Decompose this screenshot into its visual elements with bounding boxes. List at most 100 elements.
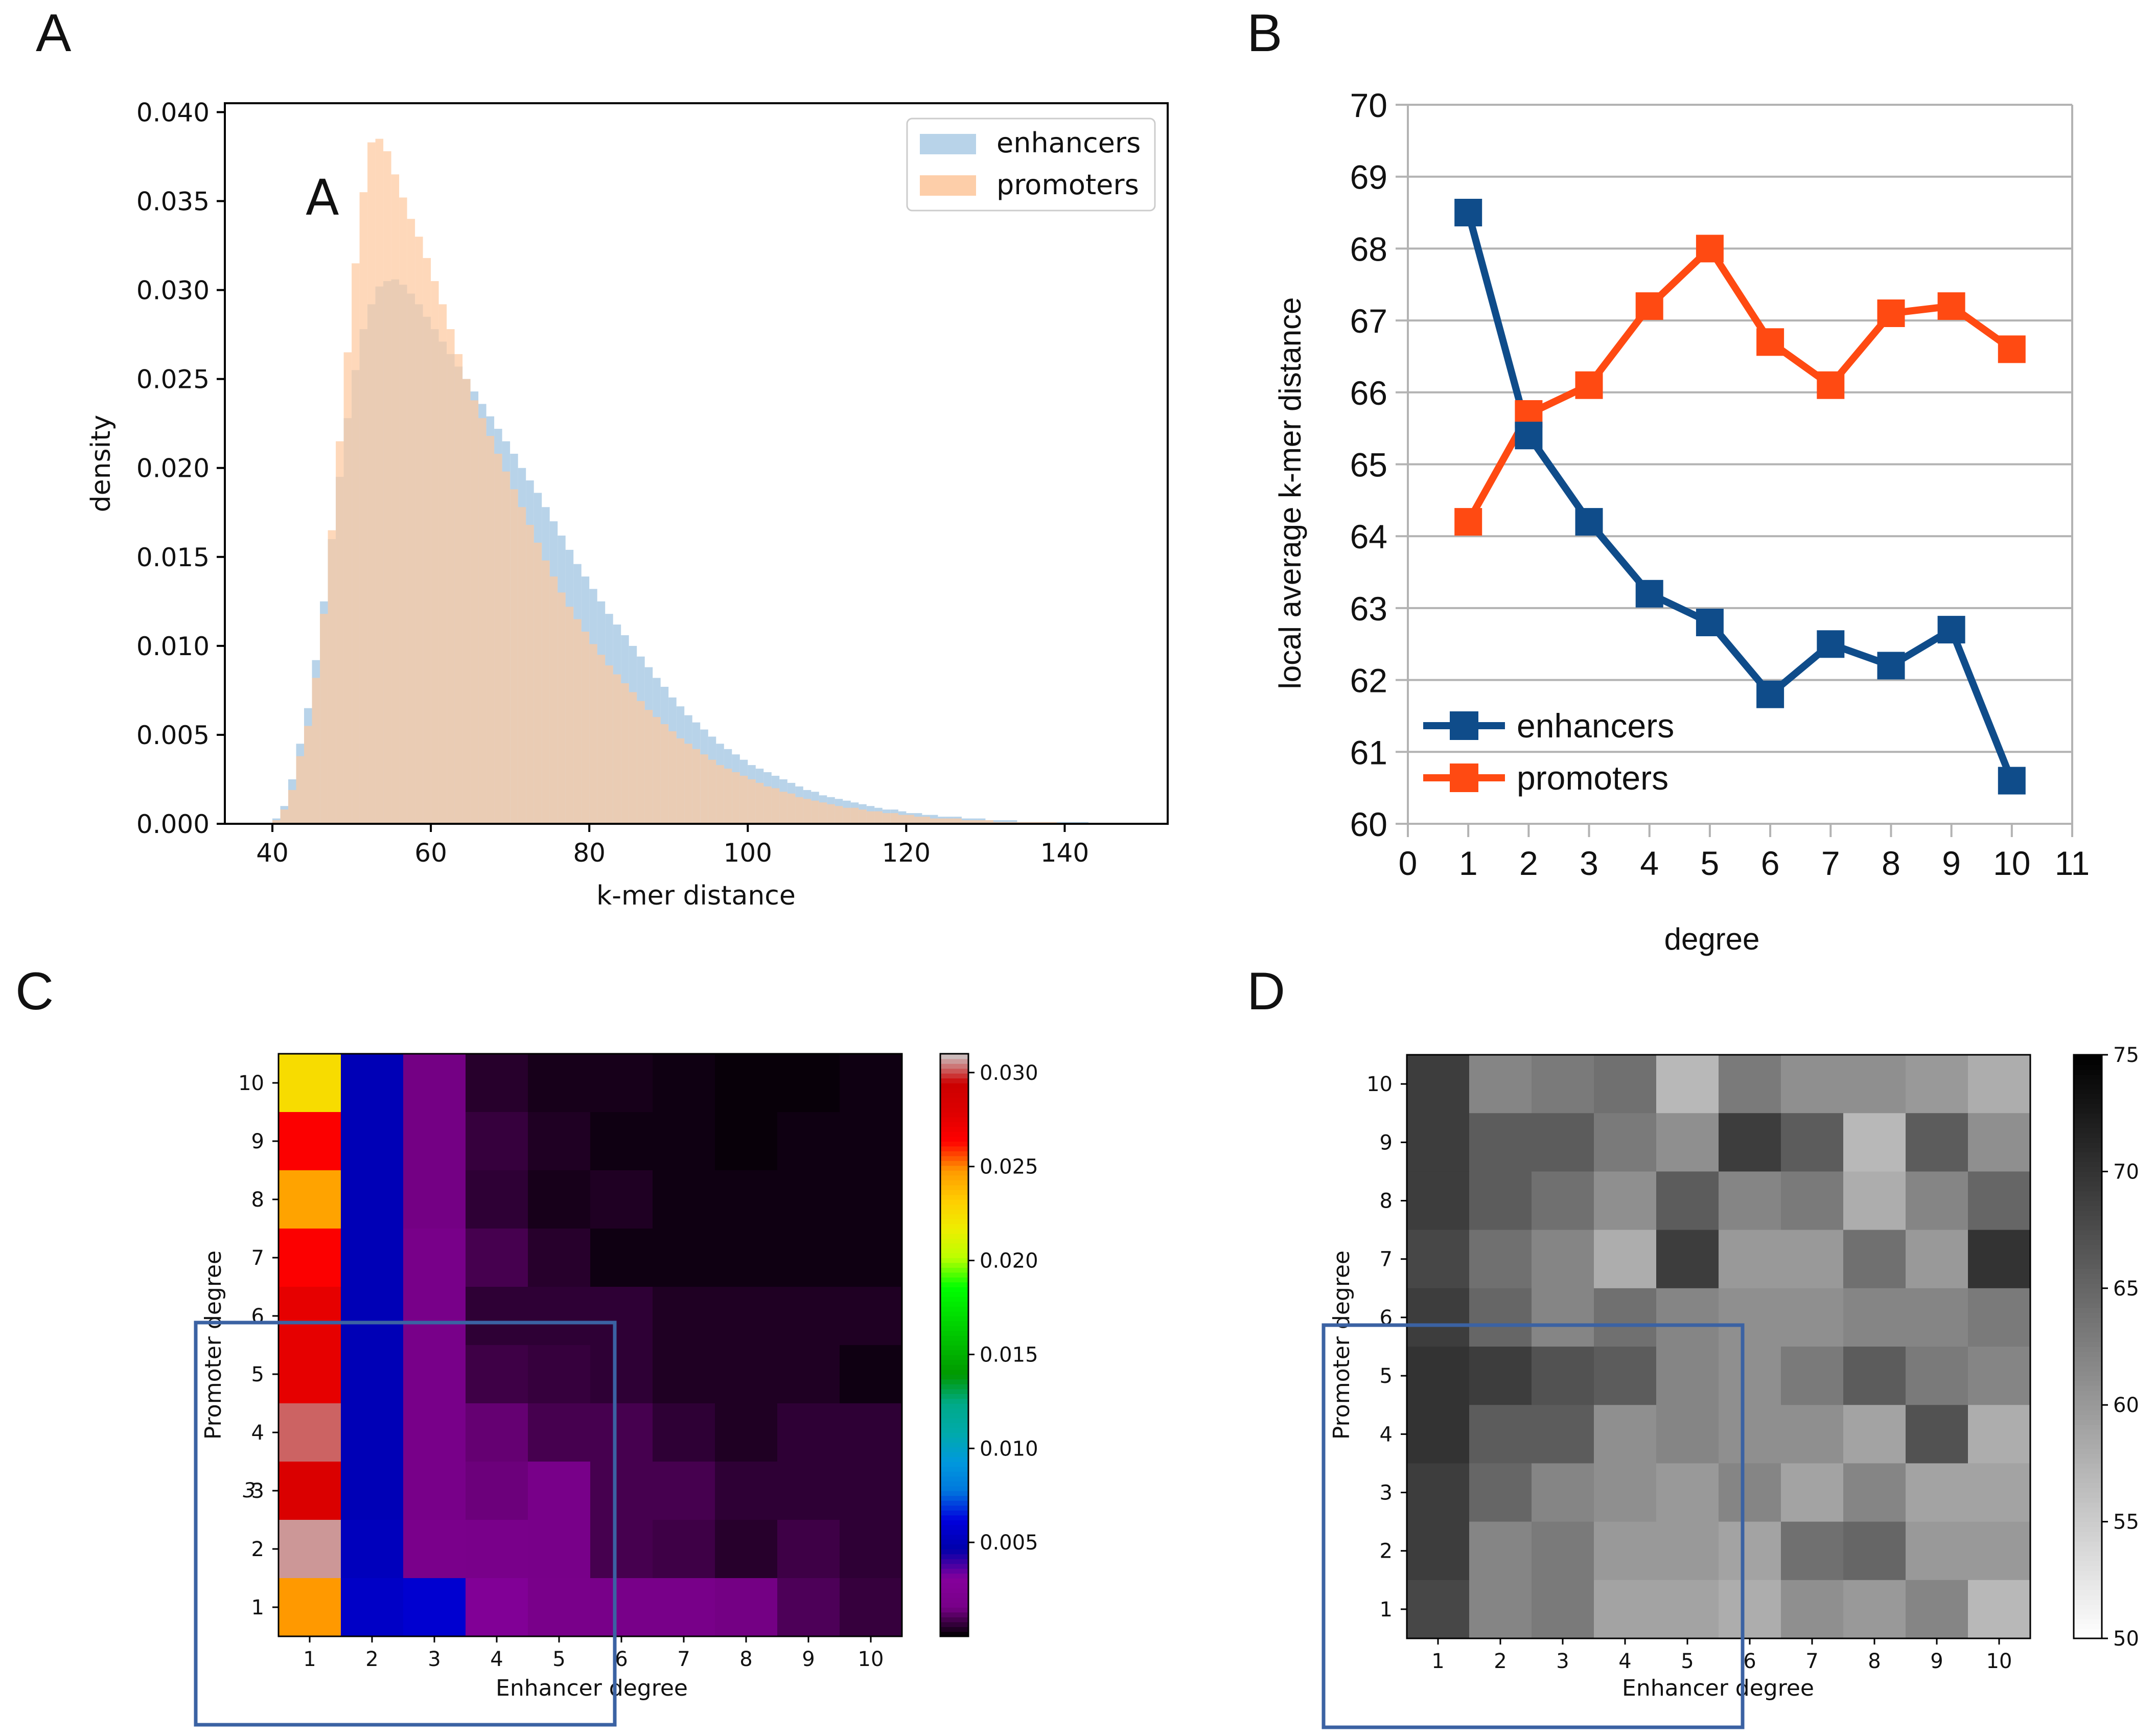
x-tick-label: 100	[724, 838, 772, 868]
colorbar-segment	[2074, 1614, 2102, 1619]
colorbar-segment	[2074, 1278, 2102, 1284]
heatmap-cell	[1532, 1288, 1594, 1347]
heatmap-cell	[341, 1520, 404, 1579]
colorbar-segment	[940, 1437, 968, 1443]
hist-bar-promoters	[391, 174, 400, 824]
colorbar-segment	[940, 1097, 968, 1103]
heatmap-cell	[653, 1578, 715, 1637]
colorbar-segment	[940, 1316, 968, 1322]
heatmap-cell	[341, 1287, 404, 1346]
heatmap-frame	[277, 1053, 903, 1637]
colorbar-segment	[940, 1165, 968, 1171]
heatmap-cell	[341, 1170, 404, 1229]
heatmap-cell	[403, 1403, 466, 1462]
colorbar-segment	[940, 1447, 968, 1452]
colorbar-segment	[2074, 1415, 2102, 1420]
marker-enhancers	[1515, 422, 1543, 450]
legend-swatch-enhancers	[920, 134, 976, 154]
heatmap-cell	[1843, 1580, 1906, 1639]
colorbar-segment	[940, 1384, 968, 1390]
hist-bar-promoters	[708, 759, 716, 824]
hist-bar-promoters	[882, 813, 891, 824]
colorbar-segment	[2074, 1556, 2102, 1561]
colorbar-segment	[940, 1602, 968, 1608]
y-tick-label: 0.035	[136, 187, 210, 216]
heatmap-cell	[840, 1112, 902, 1171]
colorbar-segment	[2074, 1609, 2102, 1615]
heatmap-cell	[1843, 1230, 1906, 1289]
colorbar-segment	[940, 1204, 968, 1210]
heatmap-cell	[1656, 1055, 1719, 1114]
heatmap-cell	[1843, 1521, 1906, 1581]
x-tick-label: 140	[1040, 838, 1089, 868]
hist-bar-promoters	[716, 765, 724, 824]
colorbar-segment	[940, 1476, 968, 1482]
hist-bar-promoters	[343, 352, 352, 824]
colorbar-segment	[2074, 1191, 2102, 1196]
colorbar-frame	[2073, 1054, 2103, 1639]
colorbar-segment	[940, 1326, 968, 1331]
x-tick-label: 10	[1993, 844, 2030, 882]
heatmap-cell	[1469, 1055, 1532, 1114]
y-tick-label: 0.000	[136, 809, 210, 839]
colorbar-segment	[940, 1612, 968, 1617]
hist-bar-promoters	[502, 471, 511, 824]
hist-bar-promoters	[272, 820, 281, 824]
colorbar-segment	[940, 1408, 968, 1414]
marker-enhancers	[1937, 616, 1965, 644]
marker-promoters	[1756, 328, 1784, 356]
colorbar-segment	[2074, 1560, 2102, 1566]
colorbar-segment	[2074, 1531, 2102, 1537]
x-tick-label: 7	[1805, 1650, 1818, 1673]
colorbar-segment	[2074, 1589, 2102, 1595]
x-tick-label: 0	[1399, 844, 1418, 882]
heatmap-cell	[1781, 1055, 1844, 1114]
colorbar-segment	[2074, 1439, 2102, 1445]
colorbar-segment	[2074, 1380, 2102, 1386]
heatmap-cell	[341, 1462, 404, 1520]
heatmap-cell	[1968, 1405, 2031, 1464]
hist-bar-promoters	[890, 813, 898, 824]
heatmap-cell	[1656, 1288, 1719, 1347]
y-tick-label: 0.015	[136, 543, 210, 572]
hist-bar-promoters	[399, 197, 407, 824]
heatmap-cell	[1656, 1113, 1719, 1172]
heatmap-cell	[466, 1520, 528, 1579]
colorbar-segment	[940, 1539, 968, 1545]
heatmap-cell	[1719, 1113, 1781, 1172]
heatmap-cell	[590, 1287, 653, 1346]
colorbar-segment	[940, 1136, 968, 1142]
x-tick-label: 40	[256, 838, 289, 868]
colorbar-segment	[940, 1297, 968, 1302]
colorbar-tick-label: 0.025	[980, 1155, 1038, 1179]
heatmap-cell	[1594, 1405, 1657, 1464]
heatmap-cell	[1469, 1521, 1532, 1581]
heatmap-cell	[1781, 1288, 1844, 1347]
y-tick-label: 65	[1350, 446, 1387, 484]
heatmap-cell	[466, 1345, 528, 1404]
panel-b-y-ticks: 60 61 62 63 64 65 66 67 68 69 70	[1350, 86, 1408, 843]
marker-enhancers	[1756, 680, 1784, 708]
panel-d-highlight-box	[1322, 1323, 1745, 1729]
colorbar-segment	[940, 1462, 968, 1467]
heatmap-cell	[1906, 1463, 1968, 1522]
hist-bar-promoters	[558, 592, 566, 824]
hist-bar-promoters	[787, 793, 796, 824]
heatmap-cell	[403, 1345, 466, 1404]
panel-d-cells	[1406, 1054, 2031, 1639]
colorbar-segment	[2074, 1059, 2102, 1065]
colorbar-segment	[2074, 1317, 2102, 1323]
colorbar-segment	[2074, 1293, 2102, 1299]
colorbar-segment	[940, 1141, 968, 1147]
heatmap-cell	[341, 1112, 404, 1171]
heatmap-cell	[1469, 1171, 1532, 1231]
panel-c-y-axis-label: Promoter degree	[200, 1251, 226, 1440]
heatmap-cell	[777, 1229, 840, 1287]
colorbar-tick-label: 65	[2113, 1277, 2139, 1301]
y-tick-label: 0.040	[136, 98, 210, 127]
colorbar-segment	[940, 1151, 968, 1156]
colorbar-segment	[2074, 1171, 2102, 1177]
heatmap-cell	[1968, 1463, 2031, 1522]
colorbar-segment	[940, 1068, 968, 1074]
colorbar-segment	[2074, 1497, 2102, 1503]
